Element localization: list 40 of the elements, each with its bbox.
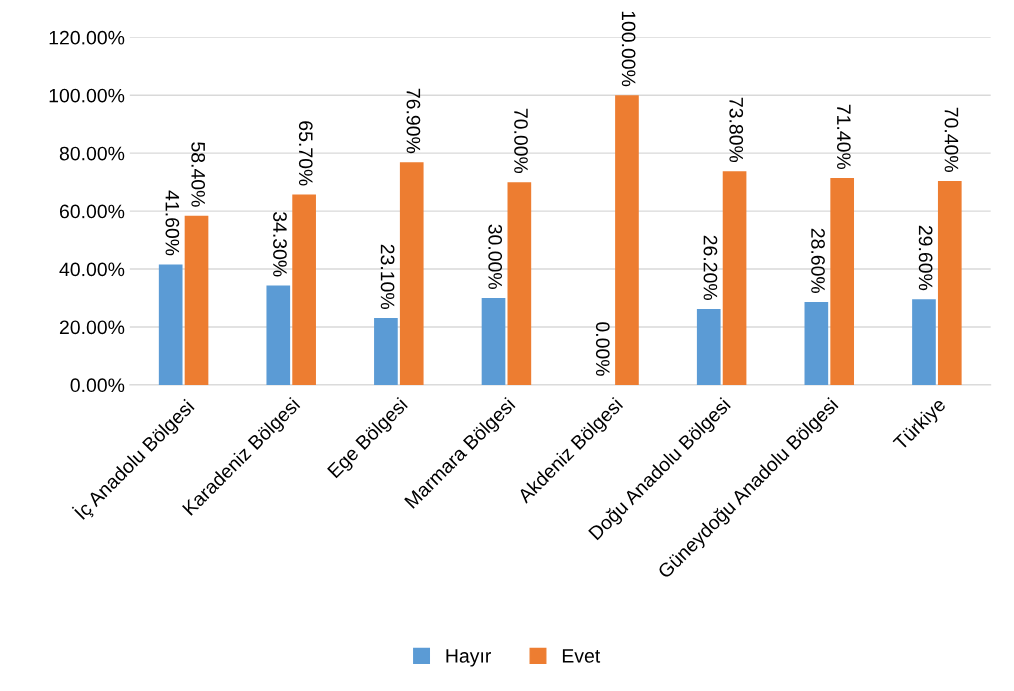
data-label: 29.60% [918, 225, 933, 291]
bar [696, 309, 721, 385]
data-label: 30.00% [488, 224, 503, 289]
y-tick-label: 80.00% [59, 146, 125, 161]
bar [937, 180, 962, 385]
y-tick-label: 40.00% [59, 262, 125, 277]
legend-label: Evet [562, 649, 601, 663]
y-tick-label: 120.00% [49, 30, 125, 45]
bar [292, 194, 316, 385]
bar [507, 182, 532, 385]
y-tick-label: 100.00% [49, 88, 125, 103]
data-label: 58.40% [191, 142, 206, 207]
data-label: 28.60% [811, 228, 825, 294]
bar [399, 162, 424, 385]
y-tick-label: 0.00% [70, 378, 125, 393]
data-label: 34.30% [273, 212, 287, 277]
data-label: 73.80% [729, 97, 744, 163]
data-label: 70.00% [514, 108, 528, 174]
bar [184, 215, 209, 385]
bar [722, 171, 747, 385]
bar [615, 95, 639, 385]
bar [481, 297, 506, 385]
bar [374, 317, 398, 385]
data-label: 26.20% [703, 235, 718, 300]
bar [830, 178, 855, 385]
data-label: 23.10% [380, 244, 395, 309]
bar [804, 302, 829, 385]
legend-label: Hayır [446, 649, 492, 667]
data-label: 41.60% [165, 190, 180, 256]
y-tick-label: 60.00% [59, 204, 125, 219]
data-label: 65.70% [298, 121, 313, 186]
data-label: 76.90% [406, 88, 421, 154]
bar [912, 299, 936, 385]
data-label: 0.00% [595, 322, 610, 376]
data-label: 100.00% [621, 11, 636, 87]
y-tick-label: 20.00% [59, 320, 125, 335]
data-label: 71.40% [836, 104, 851, 170]
bar [266, 285, 291, 385]
bar [158, 264, 183, 385]
data-label: 70.40% [944, 107, 959, 172]
